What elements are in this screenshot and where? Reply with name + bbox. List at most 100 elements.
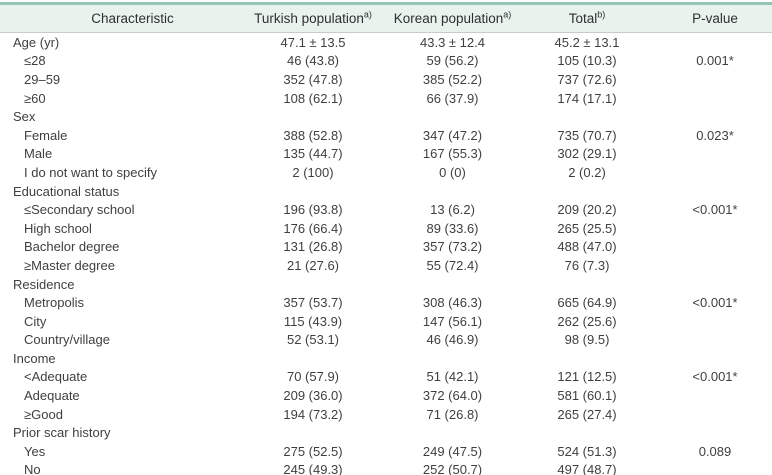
cell-total bbox=[516, 349, 658, 368]
cell-total: 497 (48.7) bbox=[557, 462, 617, 475]
column-header-label: Characteristic bbox=[91, 11, 174, 26]
cell-total: 581 (60.1) bbox=[557, 388, 617, 404]
cell-korean-population: 308 (46.3) bbox=[422, 295, 483, 311]
cell-korean-population: 249 (47.5) bbox=[422, 443, 483, 459]
cell-total: 98 (9.5) bbox=[564, 332, 610, 348]
cell-total: 735 (70.7) bbox=[557, 127, 617, 143]
cell-pvalue bbox=[658, 256, 772, 275]
cell-total: 524 (51.3) bbox=[557, 443, 617, 459]
cell-total: 265 (25.5) bbox=[557, 220, 617, 236]
cell-pvalue bbox=[658, 89, 772, 108]
cell-pvalue bbox=[658, 107, 772, 126]
table-header: Characteristic Turkish populationa) Kore… bbox=[0, 3, 772, 33]
cell-turkish-population: 352 (47.8) bbox=[283, 71, 343, 87]
cell-total: 2 (0.2) bbox=[568, 164, 606, 180]
table-row: Yes 275 (52.5) 249 (47.5) 524 (51.3) 0.089 bbox=[0, 442, 772, 461]
column-header-label: Korean population bbox=[393, 11, 504, 26]
cell-characteristic: Bachelor degree bbox=[24, 239, 120, 255]
cell-pvalue bbox=[658, 70, 772, 89]
cell-turkish-population: 131 (26.8) bbox=[283, 239, 343, 255]
cell-turkish-population bbox=[237, 275, 389, 294]
cell-pvalue bbox=[658, 461, 772, 475]
column-header-turkish-population: Turkish populationa) bbox=[237, 3, 389, 33]
table-row: Income bbox=[0, 349, 772, 368]
cell-pvalue bbox=[658, 386, 772, 405]
table-row: Metropolis 357 (53.7) 308 (46.3) 665 (64.9)… bbox=[0, 293, 772, 312]
table-row: Country/village 52 (53.1) 46 (46.9) 98 (9.5… bbox=[0, 331, 772, 350]
footnote-marker: b) bbox=[597, 9, 606, 20]
cell-pvalue bbox=[658, 163, 772, 182]
table-body: Age (yr) 47.1 ± 13.5 43.3 ± 12.4 45.2 ± 13.… bbox=[0, 33, 772, 475]
column-header-characteristic: Characteristic bbox=[0, 3, 237, 33]
cell-characteristic: Educational status bbox=[13, 183, 120, 199]
table-row: Residence bbox=[0, 275, 772, 294]
cell-pvalue: 0.089 bbox=[698, 443, 732, 459]
cell-total: 174 (17.1) bbox=[557, 90, 617, 106]
cell-korean-population: 357 (73.2) bbox=[422, 239, 483, 255]
table-row: No 245 (49.3) 252 (50.7) 497 (48.7) bbox=[0, 461, 772, 475]
cell-total: 302 (29.1) bbox=[557, 146, 617, 162]
cell-turkish-population: 2 (100) bbox=[292, 164, 334, 180]
cell-turkish-population: 245 (49.3) bbox=[283, 462, 343, 475]
cell-characteristic: ≥Master degree bbox=[24, 257, 115, 273]
cell-turkish-population: 357 (53.7) bbox=[283, 295, 343, 311]
cell-pvalue bbox=[658, 405, 772, 424]
cell-turkish-population: 46 (43.8) bbox=[286, 53, 340, 69]
table-row: ≤28 46 (43.8) 59 (56.2) 105 (10.3) 0.001* bbox=[0, 52, 772, 71]
cell-total: 265 (27.4) bbox=[557, 406, 617, 422]
cell-total: 45.2 ± 13.1 bbox=[554, 34, 620, 50]
cell-characteristic: Metropolis bbox=[24, 295, 84, 311]
cell-characteristic: High school bbox=[24, 220, 92, 236]
cell-turkish-population: 135 (44.7) bbox=[283, 146, 343, 162]
cell-characteristic: <Adequate bbox=[24, 369, 88, 385]
cell-turkish-population bbox=[237, 182, 389, 201]
table-row: Female 388 (52.8) 347 (47.2) 735 (70.7) 0.02… bbox=[0, 126, 772, 145]
cell-characteristic: Age (yr) bbox=[13, 34, 60, 50]
cell-characteristic: Residence bbox=[13, 276, 75, 292]
cell-korean-population: 55 (72.4) bbox=[426, 257, 479, 273]
header-row: Characteristic Turkish populationa) Kore… bbox=[0, 3, 772, 33]
cell-total: 737 (72.6) bbox=[557, 71, 617, 87]
cell-total bbox=[516, 107, 658, 126]
cell-korean-population bbox=[389, 423, 516, 442]
cell-turkish-population bbox=[237, 107, 389, 126]
cell-korean-population: 167 (55.3) bbox=[422, 146, 483, 162]
table-row: ≤Secondary school 196 (93.8) 13 (6.2) 209 (… bbox=[0, 200, 772, 219]
cell-characteristic: ≥60 bbox=[24, 90, 46, 106]
cell-turkish-population: 21 (27.6) bbox=[286, 257, 340, 273]
cell-korean-population: 252 (50.7) bbox=[422, 462, 483, 475]
cell-total bbox=[516, 423, 658, 442]
cell-total: 121 (12.5) bbox=[557, 369, 617, 385]
table-row: Bachelor degree 131 (26.8) 357 (73.2) 488 (… bbox=[0, 238, 772, 257]
cell-characteristic: ≤Secondary school bbox=[24, 202, 135, 218]
cell-characteristic: 29–59 bbox=[24, 71, 61, 87]
cell-korean-population bbox=[389, 275, 516, 294]
cell-characteristic: Sex bbox=[13, 109, 36, 125]
column-header-label: Total bbox=[568, 11, 598, 26]
cell-pvalue bbox=[658, 349, 772, 368]
table-row: <Adequate 70 (57.9) 51 (42.1) 121 (12.5) <0.… bbox=[0, 368, 772, 387]
table-row: Sex bbox=[0, 107, 772, 126]
cell-korean-population: 0 (0) bbox=[439, 164, 466, 180]
cell-pvalue: 0.001* bbox=[696, 53, 734, 69]
cell-turkish-population: 108 (62.1) bbox=[283, 90, 343, 106]
cell-pvalue: 0.023* bbox=[696, 127, 734, 143]
table-row: Prior scar history bbox=[0, 423, 772, 442]
cell-turkish-population: 194 (73.2) bbox=[283, 406, 343, 422]
cell-characteristic: Male bbox=[24, 146, 53, 162]
column-header-korean-population: Korean populationa) bbox=[389, 3, 516, 33]
cell-pvalue: <0.001* bbox=[692, 295, 738, 311]
cell-characteristic: No bbox=[24, 462, 41, 475]
table-row: High school 176 (66.4) 89 (33.6) 265 (25.5) bbox=[0, 219, 772, 238]
table-row: I do not want to specify 2 (100) 0 (0) 2 (0… bbox=[0, 163, 772, 182]
cell-total bbox=[516, 182, 658, 201]
cell-korean-population bbox=[389, 182, 516, 201]
table-row: 29–59 352 (47.8) 385 (52.2) 737 (72.6) bbox=[0, 70, 772, 89]
cell-total: 488 (47.0) bbox=[557, 239, 617, 255]
cell-korean-population: 372 (64.0) bbox=[422, 388, 483, 404]
cell-pvalue bbox=[658, 423, 772, 442]
table-row: Educational status bbox=[0, 182, 772, 201]
cell-total: 665 (64.9) bbox=[557, 295, 617, 311]
